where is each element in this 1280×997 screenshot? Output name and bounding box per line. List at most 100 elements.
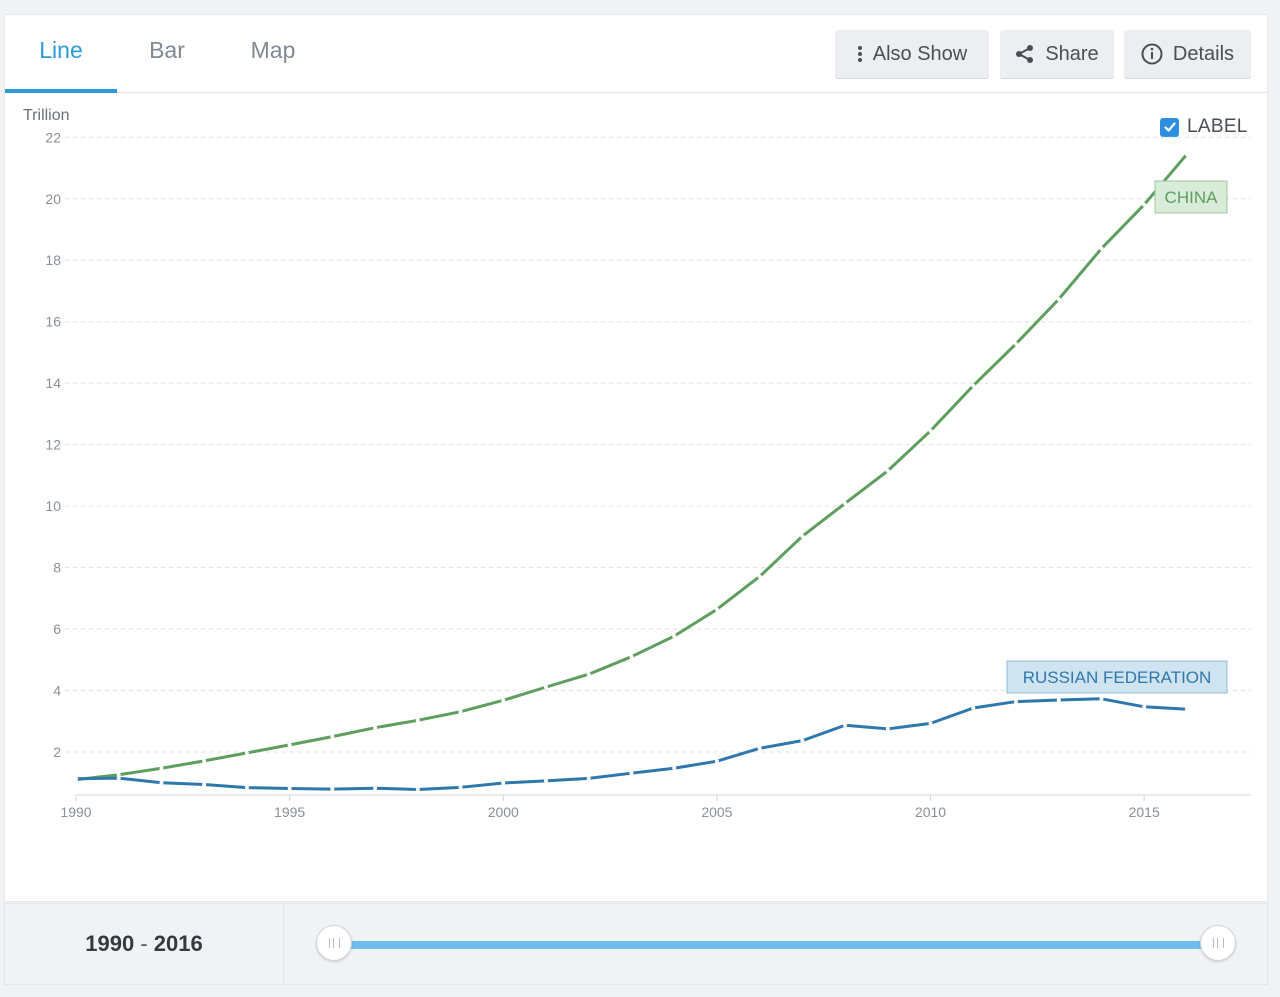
range-separator: - bbox=[140, 931, 148, 956]
data-point bbox=[971, 706, 976, 711]
data-point bbox=[287, 786, 292, 791]
data-point bbox=[74, 776, 78, 781]
x-tick-label: 2015 bbox=[1129, 804, 1160, 820]
data-point bbox=[1014, 341, 1018, 346]
info-circle-icon bbox=[1141, 43, 1163, 65]
data-point bbox=[885, 468, 890, 473]
data-point bbox=[116, 776, 121, 781]
label-toggle-text: LABEL bbox=[1187, 116, 1248, 137]
data-point bbox=[1056, 698, 1061, 703]
year-range-display: 1990 - 2016 bbox=[5, 904, 284, 984]
data-point bbox=[1184, 707, 1189, 712]
range-start-handle[interactable] bbox=[316, 925, 352, 961]
y-tick-label: 18 bbox=[45, 252, 61, 268]
data-point bbox=[287, 742, 292, 747]
data-point bbox=[714, 607, 719, 612]
tab-bar-label: Bar bbox=[149, 37, 185, 63]
data-point bbox=[629, 654, 634, 659]
data-point bbox=[586, 776, 591, 781]
also-show-button[interactable]: Also Show bbox=[835, 30, 989, 78]
x-tick-label: 1990 bbox=[60, 804, 91, 820]
data-point bbox=[330, 787, 335, 792]
data-point bbox=[843, 501, 848, 506]
x-tick-label: 1995 bbox=[274, 804, 305, 820]
range-end-handle[interactable] bbox=[1200, 925, 1236, 961]
data-point bbox=[1014, 699, 1018, 704]
x-tick-label: 2010 bbox=[915, 804, 946, 820]
tab-bar[interactable]: Bar bbox=[127, 15, 207, 92]
details-button[interactable]: Details bbox=[1124, 30, 1251, 78]
y-tick-label: 10 bbox=[45, 498, 61, 514]
data-point bbox=[373, 725, 378, 730]
data-point bbox=[415, 787, 420, 792]
data-point bbox=[971, 383, 976, 388]
data-point bbox=[1142, 202, 1147, 207]
data-point bbox=[501, 698, 506, 703]
chart-panel: Line Bar Map Also Show Share Details bbox=[4, 14, 1268, 902]
y-axis-unit-label: Trillion bbox=[23, 107, 70, 124]
data-point bbox=[1142, 704, 1147, 709]
data-point bbox=[202, 782, 207, 787]
tab-line[interactable]: Line bbox=[5, 15, 117, 93]
label-checkbox[interactable] bbox=[1160, 117, 1179, 137]
data-point bbox=[330, 734, 335, 739]
grip-icon bbox=[328, 938, 340, 948]
data-point bbox=[1099, 246, 1104, 251]
data-point bbox=[244, 785, 249, 790]
data-point bbox=[501, 781, 506, 786]
data-point bbox=[159, 780, 164, 785]
range-slider-track[interactable] bbox=[335, 941, 1219, 949]
data-point bbox=[800, 534, 805, 539]
data-point bbox=[116, 772, 121, 777]
y-tick-label: 12 bbox=[45, 437, 61, 453]
data-point bbox=[800, 738, 805, 743]
data-point bbox=[928, 721, 933, 726]
data-point bbox=[672, 634, 677, 639]
details-label: Details bbox=[1172, 42, 1235, 65]
y-tick-label: 2 bbox=[53, 744, 61, 760]
data-point bbox=[159, 766, 164, 771]
y-tick-label: 20 bbox=[45, 191, 61, 207]
data-point bbox=[714, 759, 719, 764]
data-point bbox=[586, 672, 591, 677]
y-tick-label: 8 bbox=[53, 560, 61, 576]
grip-icon bbox=[1212, 938, 1224, 948]
tab-line-label: Line bbox=[39, 37, 83, 63]
series-label-russia-box bbox=[1006, 660, 1228, 694]
chart-type-tabs: Line Bar Map Also Show Share Details bbox=[5, 15, 1267, 93]
x-tick-label: 2000 bbox=[488, 804, 519, 820]
data-point bbox=[1056, 297, 1061, 302]
data-point bbox=[843, 723, 848, 728]
line-chart: 2 4 6 8 10 12 14 16 18 20 22 1990 1995 2000 2005 2010 20… bbox=[45, 129, 1251, 820]
data-point bbox=[458, 709, 463, 714]
data-point bbox=[373, 786, 378, 791]
y-tick-label: 4 bbox=[53, 683, 61, 699]
data-point bbox=[1184, 152, 1189, 157]
y-tick-label: 14 bbox=[45, 375, 61, 391]
series-line-russia bbox=[75, 697, 1187, 791]
label-toggle[interactable]: LABEL bbox=[1160, 115, 1248, 139]
active-tab-indicator bbox=[5, 89, 117, 93]
data-point bbox=[544, 685, 548, 690]
also-show-label: Also Show bbox=[872, 42, 968, 65]
data-point bbox=[1099, 696, 1104, 701]
data-point bbox=[757, 746, 762, 751]
x-tick-label: 2005 bbox=[701, 804, 732, 820]
y-tick-label: 16 bbox=[45, 314, 61, 330]
data-point bbox=[202, 758, 207, 763]
data-point bbox=[629, 771, 634, 776]
vertical-dots-icon bbox=[857, 45, 863, 63]
data-point bbox=[757, 574, 762, 579]
data-point bbox=[458, 785, 463, 790]
share-label: Share bbox=[1045, 42, 1099, 65]
series-label-russia: RUSSIAN FEDERATION bbox=[1023, 668, 1212, 687]
y-tick-label: 6 bbox=[53, 621, 61, 637]
tab-map[interactable]: Map bbox=[233, 15, 313, 92]
range-footer: 1990 - 2016 bbox=[4, 903, 1268, 985]
checkmark-icon bbox=[1163, 122, 1176, 132]
data-point bbox=[244, 750, 249, 755]
share-button[interactable]: Share bbox=[1000, 30, 1114, 78]
range-end: 2016 bbox=[153, 931, 203, 956]
series-label-china: CHINA bbox=[1165, 188, 1219, 207]
range-start: 1990 bbox=[85, 931, 135, 956]
